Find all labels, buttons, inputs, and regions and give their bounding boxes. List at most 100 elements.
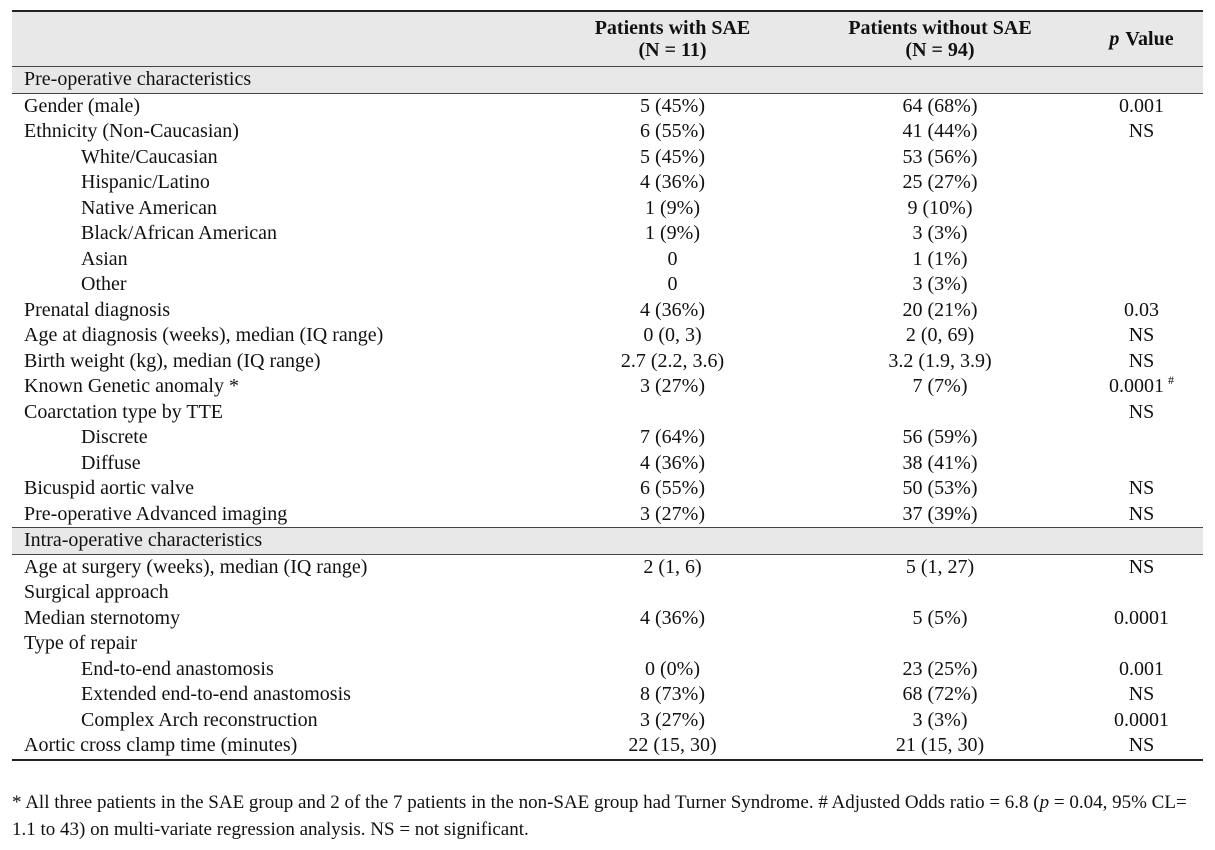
cell — [1080, 170, 1203, 196]
cell-text: 23 (25%) — [902, 657, 978, 680]
header-cell: Patients without SAE (N = 94) — [800, 11, 1080, 67]
row-label: Ethnicity (Non-Caucasian) — [12, 119, 545, 145]
cell-text: NS — [1128, 477, 1155, 499]
row: Age at diagnosis (weeks), median (IQ ran… — [12, 323, 1203, 349]
section-title: Intra-operative characteristics — [24, 529, 263, 551]
cell-text: 3 (27%) — [640, 502, 705, 525]
cell: 0.001 — [1080, 93, 1203, 119]
label-text: Surgical approach — [24, 581, 169, 603]
sub-row: Discrete 7 (64%) 56 (59%) — [12, 425, 1203, 451]
cell: 50 (53%) — [800, 476, 1080, 502]
row-label: Surgical approach — [12, 580, 545, 606]
row-label: Aortic cross clamp time (minutes) — [12, 733, 545, 760]
cell — [1080, 272, 1203, 298]
cell: 4 (36%) — [545, 606, 800, 632]
cell-text: 0.0001 — [1114, 708, 1169, 731]
label-text: Gender (male) — [24, 94, 141, 117]
cell-text: NS — [1128, 120, 1155, 142]
label-text: Aortic cross clamp time (minutes) — [24, 734, 298, 756]
cell: NS — [1080, 682, 1203, 708]
cell-text: 2 (1, 6) — [643, 555, 702, 578]
cell: 2.7 (2.2, 3.6) — [545, 349, 800, 375]
row: Birth weight (kg), median (IQ range) 2.7 … — [12, 349, 1203, 375]
cell: NS — [1080, 119, 1203, 145]
cell-text: 22 (15, 30) — [628, 734, 717, 756]
cell-text: 1 (1%) — [912, 247, 968, 270]
label-text: Black/African American — [81, 222, 278, 244]
header-line: (N = 94) — [905, 39, 975, 61]
table-body: Pre-operative characteristics Gender (mal… — [12, 66, 1203, 760]
cell-text: 1 (9%) — [645, 196, 700, 219]
cell-text: NS — [1128, 502, 1155, 525]
cell — [545, 631, 800, 657]
cell: 7 (7%) — [800, 374, 1080, 400]
cell: 2 (1, 6) — [545, 554, 800, 580]
cell — [1080, 247, 1203, 273]
cell: 0.03 — [1080, 298, 1203, 324]
cell: 1 (9%) — [545, 196, 800, 222]
cell-text: 0 (0, 3) — [643, 324, 702, 346]
row: Coarctation type by TTE NS — [12, 400, 1203, 426]
cell-text: 0.0001 — [1109, 375, 1164, 397]
cell — [545, 580, 800, 606]
header-cell: Patients with SAE (N = 11) — [545, 11, 800, 67]
cell-text: 21 (15, 30) — [895, 734, 985, 756]
cell-text: 8 (73%) — [640, 683, 705, 705]
row-label: Complex Arch reconstruction — [12, 708, 545, 734]
cell: 4 (36%) — [545, 170, 800, 196]
section-title: Pre-operative characteristics — [24, 68, 252, 90]
row: Known Genetic anomaly * 3 (27%) 7 (7%) 0.00… — [12, 374, 1203, 400]
label-text: Age at surgery (weeks), median (IQ range… — [24, 555, 368, 578]
cell-text: 6 (55%) — [640, 477, 705, 499]
cell: 3 (27%) — [545, 708, 800, 734]
row-label: Birth weight (kg), median (IQ range) — [12, 349, 545, 375]
cell-text: 9 (10%) — [907, 196, 973, 219]
cell: 0 (0, 3) — [545, 323, 800, 349]
cell-text: NS — [1128, 734, 1155, 756]
row: Aortic cross clamp time (minutes) 22 (15,… — [12, 733, 1203, 760]
label-text: Hispanic/Latino — [81, 171, 210, 193]
cell: 22 (15, 30) — [545, 733, 800, 760]
cell: NS — [1080, 349, 1203, 375]
label-text: Prenatal diagnosis — [24, 298, 171, 321]
cell-text: 7 (7%) — [912, 375, 968, 397]
header-line: (N = 11) — [638, 39, 707, 61]
label-text: Median sternotomy — [24, 606, 181, 629]
row: Median sternotomy 4 (36%) 5 (5%) 0.0001 — [12, 606, 1203, 632]
cell-text: 20 (21%) — [902, 298, 978, 321]
header-cell: p Value — [1080, 11, 1203, 67]
cell: 3.2 (1.9, 3.9) — [800, 349, 1080, 375]
cell: NS — [1080, 476, 1203, 502]
cell-text: 25 (27%) — [902, 171, 978, 193]
row: Gender (male) 5 (45%) 64 (68%) 0.001 — [12, 93, 1203, 119]
cell: 6 (55%) — [545, 476, 800, 502]
label-text: Pre-operative Advanced imaging — [24, 502, 288, 525]
cell: 0 (0%) — [545, 657, 800, 683]
footnote-text: p — [1039, 792, 1050, 813]
cell: 3 (3%) — [800, 708, 1080, 734]
cell — [1080, 425, 1203, 451]
cell — [1080, 145, 1203, 171]
cell: 6 (55%) — [545, 119, 800, 145]
cell — [1080, 631, 1203, 657]
cell: 4 (36%) — [545, 298, 800, 324]
row-label: White/Caucasian — [12, 145, 545, 171]
label-text: Asian — [81, 247, 128, 270]
cell: 8 (73%) — [545, 682, 800, 708]
sub-row: End-to-end anastomosis 0 (0%) 23 (25%) 0.00… — [12, 657, 1203, 683]
header-blank — [12, 11, 545, 67]
cell-text: 6 (55%) — [640, 120, 705, 142]
row: Ethnicity (Non-Caucasian) 6 (55%) 41 (44%)… — [12, 119, 1203, 145]
cell — [800, 580, 1080, 606]
cell-text: 5 (5%) — [912, 606, 968, 629]
cell-text: 0.001 — [1119, 657, 1164, 680]
label-text: Birth weight (kg), median (IQ range) — [24, 349, 321, 372]
row: Age at surgery (weeks), median (IQ range… — [12, 554, 1203, 580]
cell-text: 4 (36%) — [640, 171, 705, 193]
cell: 9 (10%) — [800, 196, 1080, 222]
cell-text: 37 (39%) — [902, 502, 978, 525]
note-mark: # — [1168, 373, 1174, 388]
cell-text: 2.7 (2.2, 3.6) — [620, 349, 725, 372]
label-text: Known Genetic anomaly * — [24, 375, 239, 397]
